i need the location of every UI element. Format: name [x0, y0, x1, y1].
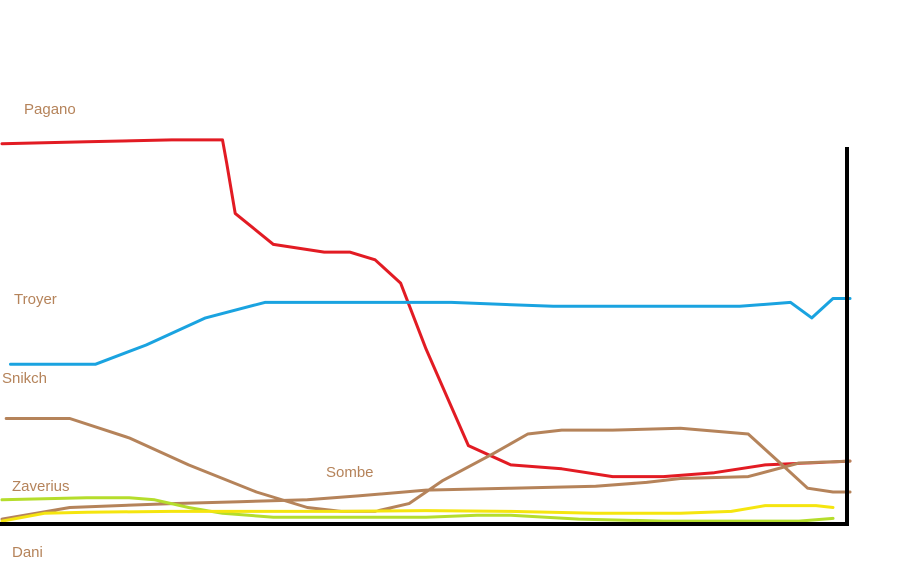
axes — [0, 147, 849, 526]
label-snikch: Snikch — [2, 370, 47, 387]
label-troyer: Troyer — [14, 291, 57, 308]
series-line-sombe — [0, 459, 852, 521]
series-layer — [0, 138, 852, 523]
label-zaverius: Zaverius — [12, 478, 70, 495]
label-pagano: Pagano — [24, 101, 76, 118]
label-sombe: Sombe — [326, 464, 374, 481]
series-line-snikch — [4, 417, 852, 513]
series-line-troyer — [9, 297, 852, 366]
label-dani: Dani — [12, 544, 43, 561]
series-line-dani — [0, 504, 835, 523]
series-line-zaverius — [0, 496, 835, 523]
series-line-pagano — [0, 138, 852, 479]
label-layer: Pagano Troyer Snikch Sombe Zaverius Dani — [2, 101, 374, 561]
